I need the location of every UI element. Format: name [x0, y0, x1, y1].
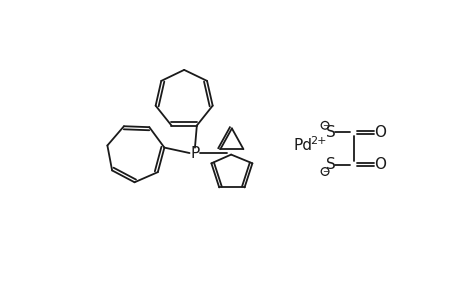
Text: S: S	[325, 125, 335, 140]
Text: −: −	[321, 121, 328, 130]
Text: −: −	[321, 167, 328, 176]
Text: Pd: Pd	[293, 138, 312, 153]
Text: 2+: 2+	[310, 136, 326, 146]
Text: P: P	[190, 146, 199, 160]
Text: O: O	[374, 125, 386, 140]
Text: O: O	[374, 157, 386, 172]
Text: S: S	[325, 157, 335, 172]
